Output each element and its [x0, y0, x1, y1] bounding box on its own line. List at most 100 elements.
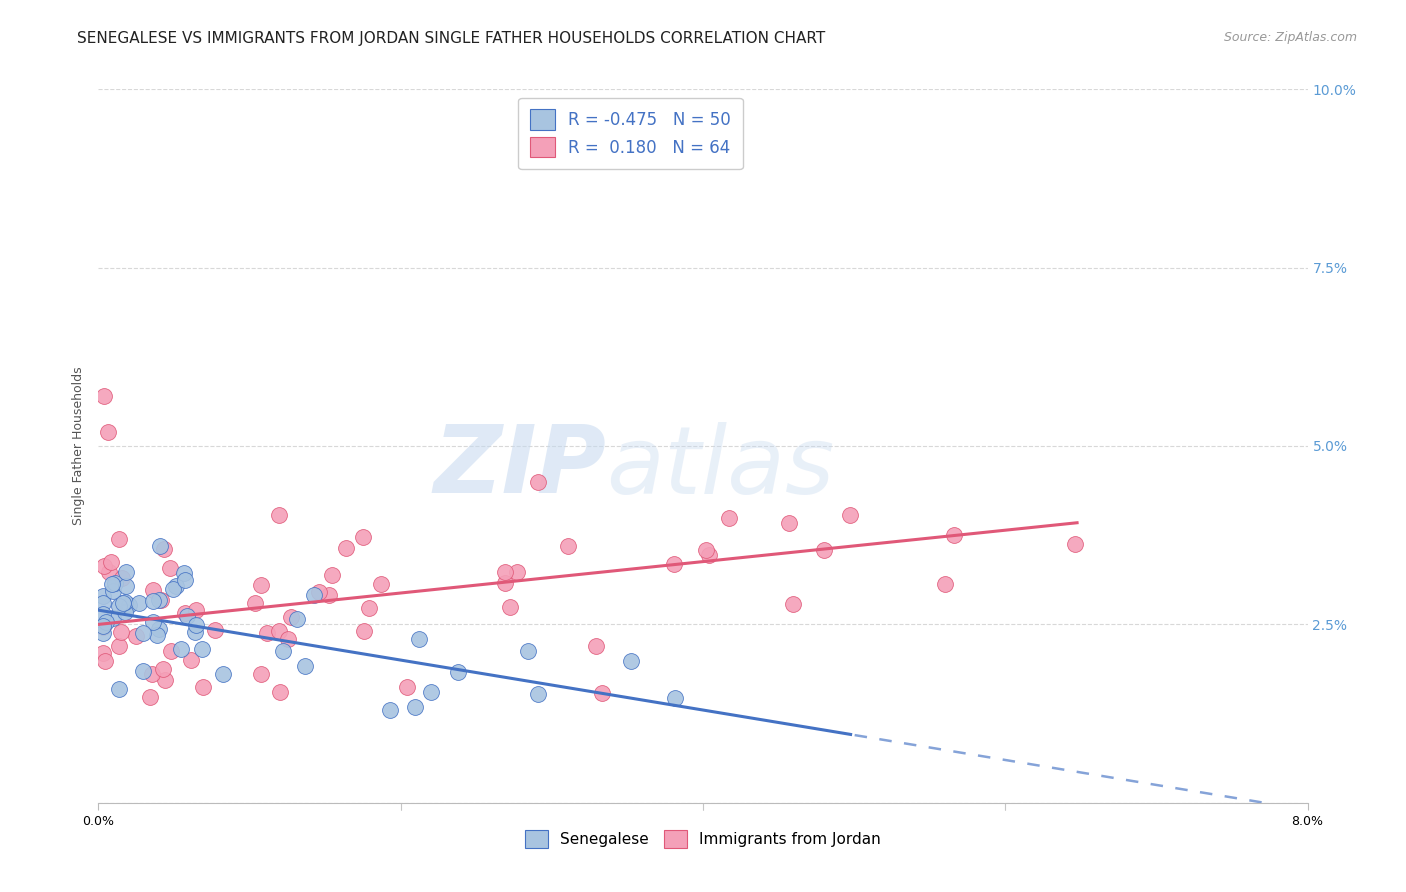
Point — [96, 615, 118, 629]
Point — [404, 699, 426, 714]
Point — [191, 681, 214, 695]
Text: atlas: atlas — [606, 422, 835, 513]
Point — [170, 641, 193, 656]
Point — [308, 585, 330, 599]
Text: SENEGALESE VS IMMIGRANTS FROM JORDAN SINGLE FATHER HOUSEHOLDS CORRELATION CHART: SENEGALESE VS IMMIGRANTS FROM JORDAN SIN… — [77, 31, 825, 46]
Point — [211, 667, 233, 681]
Point — [267, 508, 290, 522]
Point — [91, 619, 114, 633]
Point — [591, 686, 613, 700]
Point — [142, 615, 165, 629]
Point — [353, 624, 375, 638]
Point — [267, 624, 290, 638]
Point — [91, 626, 114, 640]
Point — [378, 703, 401, 717]
Point — [277, 632, 299, 646]
Point — [250, 667, 273, 681]
Point — [159, 561, 181, 575]
Point — [176, 609, 198, 624]
Point — [717, 510, 740, 524]
Point — [557, 539, 579, 553]
Point — [141, 667, 163, 681]
Point — [149, 539, 172, 553]
Point — [620, 654, 643, 668]
Point — [125, 629, 148, 643]
Point — [782, 597, 804, 611]
Point — [153, 673, 176, 688]
Point — [269, 685, 291, 699]
Point — [91, 647, 114, 661]
Legend: Senegalese, Immigrants from Jordan: Senegalese, Immigrants from Jordan — [517, 822, 889, 855]
Point — [146, 628, 169, 642]
Point — [128, 597, 150, 611]
Point — [108, 681, 131, 696]
Point — [359, 601, 381, 615]
Point — [101, 577, 124, 591]
Point — [94, 654, 117, 668]
Text: ZIP: ZIP — [433, 421, 606, 514]
Point — [91, 596, 114, 610]
Point — [93, 389, 115, 403]
Point — [1064, 537, 1087, 551]
Point — [142, 594, 165, 608]
Point — [100, 555, 122, 569]
Point — [148, 622, 170, 636]
Point — [162, 582, 184, 596]
Point — [152, 662, 174, 676]
Point — [420, 685, 443, 699]
Point — [183, 624, 205, 639]
Point — [97, 425, 120, 439]
Point — [813, 542, 835, 557]
Point — [142, 582, 165, 597]
Point — [287, 612, 309, 626]
Text: Source: ZipAtlas.com: Source: ZipAtlas.com — [1223, 31, 1357, 45]
Point — [111, 596, 134, 610]
Point — [934, 577, 956, 591]
Point — [98, 565, 121, 579]
Point — [101, 611, 124, 625]
Point — [527, 687, 550, 701]
Point — [110, 624, 132, 639]
Point — [93, 558, 115, 573]
Point — [697, 548, 720, 562]
Point — [408, 632, 430, 646]
Point — [139, 690, 162, 705]
Point — [180, 653, 202, 667]
Point — [370, 577, 392, 591]
Point — [186, 618, 208, 632]
Point — [91, 589, 114, 603]
Point — [115, 579, 138, 593]
Point — [527, 475, 550, 489]
Point — [174, 606, 197, 620]
Point — [335, 541, 357, 555]
Point — [153, 541, 176, 556]
Point — [396, 680, 419, 694]
Point — [280, 610, 302, 624]
Point — [517, 643, 540, 657]
Point — [447, 665, 470, 679]
Point — [505, 566, 527, 580]
Point — [585, 639, 607, 653]
Point — [160, 644, 183, 658]
Point — [494, 575, 516, 590]
Point — [107, 599, 129, 614]
Point — [132, 664, 155, 678]
Point — [111, 572, 134, 586]
Point — [245, 596, 267, 610]
Point — [118, 598, 141, 612]
Point — [101, 583, 124, 598]
Point — [778, 516, 800, 530]
Point — [304, 589, 326, 603]
Point — [148, 592, 170, 607]
Point — [271, 644, 294, 658]
Point — [318, 588, 340, 602]
Point — [114, 605, 136, 619]
Point — [91, 619, 114, 633]
Point — [174, 573, 197, 587]
Point — [498, 599, 520, 614]
Point — [664, 690, 686, 705]
Point — [942, 528, 965, 542]
Point — [104, 576, 127, 591]
Point — [115, 565, 138, 579]
Point — [352, 529, 374, 543]
